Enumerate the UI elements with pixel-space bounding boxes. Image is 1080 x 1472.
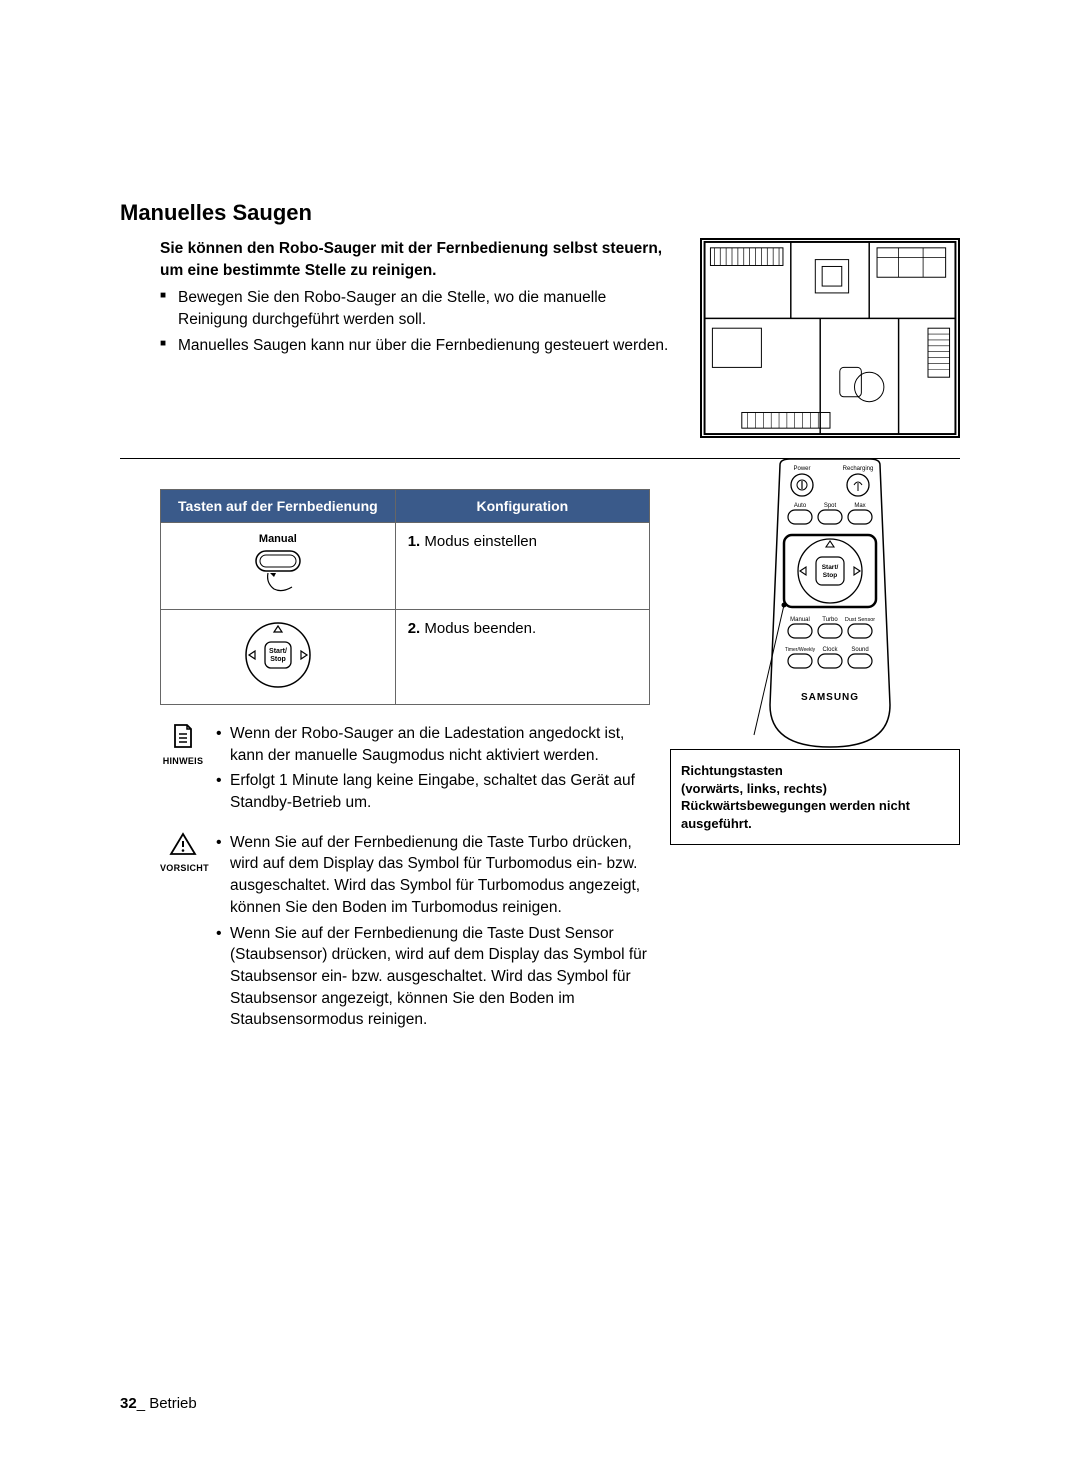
svg-text:Start/: Start/ [822, 564, 839, 571]
vorsicht-block: VORSICHT Wenn Sie auf der Fernbedienung … [160, 832, 650, 1035]
manual-button-icon [248, 547, 308, 595]
svg-text:Start/: Start/ [269, 648, 287, 655]
svg-text:Sound: Sound [851, 647, 868, 653]
cell-button-dpad: Start/ Stop [161, 610, 396, 705]
th-config: Konfiguration [395, 490, 649, 523]
section-title: Manuelles Saugen [120, 200, 960, 226]
svg-text:Stop: Stop [823, 572, 837, 579]
svg-text:Spot: Spot [824, 503, 837, 509]
note-icon [170, 723, 196, 749]
manual-button-label: Manual [173, 533, 383, 545]
svg-text:Auto: Auto [794, 503, 807, 509]
intro-row: Sie können den Robo-Sauger mit der Fernb… [120, 238, 960, 438]
cell-button-manual: Manual [161, 523, 396, 610]
vorsicht-item: Wenn Sie auf der Fernbedienung die Taste… [216, 923, 650, 1031]
svg-text:Stop: Stop [270, 656, 286, 663]
vorsicht-list: Wenn Sie auf der Fernbedienung die Taste… [216, 832, 650, 1035]
config-num: 2. [408, 620, 421, 637]
svg-text:Timer/Weekly: Timer/Weekly [785, 647, 816, 653]
footer-label: Betrieb [145, 1395, 197, 1412]
caution-icon [169, 832, 197, 856]
hinweis-block: HINWEIS Wenn der Robo-Sauger an die Lade… [160, 723, 650, 818]
hinweis-label: HINWEIS [160, 756, 206, 766]
power-label: Power [793, 466, 810, 472]
svg-text:Turbo: Turbo [822, 617, 838, 623]
floorplan-diagram [700, 238, 960, 438]
caption-line2: (vorwärts, links, rechts) [681, 781, 827, 796]
svg-text:Max: Max [854, 503, 865, 509]
hinweis-item: Wenn der Robo-Sauger an die Ladestation … [216, 723, 650, 766]
page-footer: 32_ Betrieb [120, 1395, 197, 1412]
intro-bold: Sie können den Robo-Sauger mit der Fernb… [160, 238, 680, 281]
hinweis-item: Erfolgt 1 Minute lang keine Eingabe, sch… [216, 770, 650, 813]
remote-caption-box: Richtungstasten (vorwärts, links, rechts… [670, 749, 960, 845]
th-buttons: Tasten auf der Fernbedienung [161, 490, 396, 523]
caption-line1: Richtungstasten [681, 763, 783, 778]
remote-control-diagram: Power Recharging Auto Spot Max Start/ St… [750, 455, 910, 755]
config-text: Modus einstellen [424, 533, 537, 550]
hinweis-list: Wenn der Robo-Sauger an die Ladestation … [216, 723, 650, 818]
hinweis-icon-col: HINWEIS [160, 723, 206, 818]
config-text: Modus beenden. [424, 620, 536, 637]
svg-text:Manual: Manual [790, 617, 810, 623]
intro-bullet: Bewegen Sie den Robo-Sauger an die Stell… [160, 287, 680, 330]
vorsicht-icon-col: VORSICHT [160, 832, 206, 1035]
vorsicht-item: Wenn Sie auf der Fernbedienung die Taste… [216, 832, 650, 919]
cell-config-1: 1. Modus einstellen [395, 523, 649, 610]
page-number: 32 [120, 1395, 137, 1412]
remote-table: Tasten auf der Fernbedienung Konfigurati… [160, 489, 650, 705]
svg-text:Dust Sensor: Dust Sensor [845, 617, 875, 623]
table-row: Start/ Stop 2. Modus beenden. [161, 610, 650, 705]
svg-text:SAMSUNG: SAMSUNG [801, 692, 859, 703]
dpad-icon: Start/ Stop [239, 620, 317, 690]
config-num: 1. [408, 533, 421, 550]
intro-text: Sie können den Robo-Sauger mit der Fernb… [120, 238, 680, 438]
svg-text:Clock: Clock [822, 647, 838, 653]
intro-bullets: Bewegen Sie den Robo-Sauger an die Stell… [160, 287, 680, 356]
cell-config-2: 2. Modus beenden. [395, 610, 649, 705]
footer-sep: _ [137, 1395, 145, 1412]
vorsicht-label: VORSICHT [160, 863, 206, 873]
intro-bullet: Manuelles Saugen kann nur über die Fernb… [160, 335, 680, 357]
caption-bold: Rückwärtsbewegungen werden nicht ausgefü… [681, 798, 910, 831]
table-row: Manual 1. Modus einstellen [161, 523, 650, 610]
recharging-label: Recharging [843, 466, 874, 472]
left-column: Tasten auf der Fernbedienung Konfigurati… [160, 489, 650, 1049]
